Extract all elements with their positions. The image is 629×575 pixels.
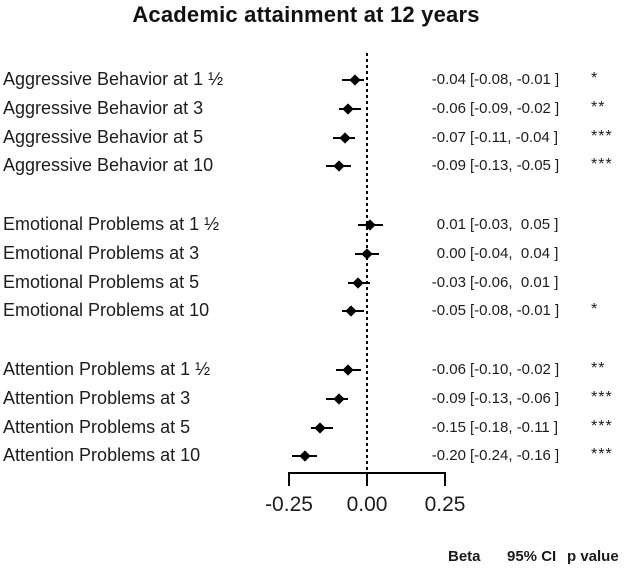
ci-value: [-0.08, -0.01 ]: [470, 71, 560, 88]
row-label: Attention Problems at 1 ½: [3, 359, 211, 379]
row-values: -0.06 [-0.09, -0.02 ] **: [420, 99, 629, 119]
point-estimate-diamond: [361, 248, 373, 260]
legend-beta-label: Beta: [448, 548, 481, 565]
ci-value: [-0.11, -0.04 ]: [470, 128, 559, 146]
x-axis-tick-label: 0.25: [424, 493, 466, 516]
significance-stars: **: [591, 98, 606, 116]
point-estimate-diamond: [333, 160, 345, 173]
ci-value: [-0.24, -0.16 ]: [470, 447, 560, 465]
row-values: -0.07 [-0.11, -0.04 ] ***: [420, 128, 629, 148]
beta-value: -0.20: [431, 447, 466, 465]
legend-ci-label: 95% CI: [507, 548, 557, 565]
significance-stars: ***: [591, 388, 613, 406]
point-estimate-diamond: [342, 103, 354, 115]
row-label: Emotional Problems at 10: [3, 300, 210, 321]
significance-stars: *: [591, 301, 599, 319]
beta-value: -0.09: [431, 157, 466, 175]
point-estimate-diamond: [342, 364, 354, 376]
row-label: Emotional Problems at 5: [3, 271, 200, 292]
row-label: Aggressive Behavior at 1 ½: [3, 69, 224, 89]
beta-value: -0.15: [431, 418, 466, 436]
beta-value: -0.06: [431, 361, 466, 378]
row-values: -0.03 [-0.06, 0.01 ]: [420, 273, 629, 293]
point-estimate-diamond: [339, 131, 351, 144]
row-values: -0.20 [-0.24, -0.16 ] ***: [420, 446, 629, 466]
row-values: -0.15 [-0.18, -0.11 ] ***: [420, 418, 629, 438]
significance-stars: *: [591, 70, 599, 87]
x-axis-tick-label: 0.00: [346, 493, 388, 516]
row-values: -0.06 [-0.10, -0.02 ] **: [420, 360, 629, 380]
ci-value: [-0.13, -0.06 ]: [470, 389, 560, 407]
x-axis-tick: [444, 472, 446, 486]
row-values: -0.04 [-0.08, -0.01 ] *: [420, 70, 629, 90]
point-estimate-diamond: [333, 393, 345, 405]
x-axis-tick: [288, 472, 290, 486]
row-label: Attention Problems at 10: [3, 445, 201, 466]
ci-value: [-0.04, 0.04 ]: [470, 244, 559, 262]
chart-title: Academic attainment at 12 years: [132, 2, 480, 27]
significance-stars: **: [591, 360, 606, 377]
row-label: Aggressive Behavior at 3: [3, 97, 204, 118]
row-values: 0.00 [-0.04, 0.04 ]: [420, 244, 629, 264]
row-label: Attention Problems at 3: [3, 387, 191, 408]
x-axis-tick: [366, 472, 368, 486]
ci-value: [-0.09, -0.02 ]: [470, 99, 560, 117]
row-label: Emotional Problems at 1 ½: [3, 214, 220, 234]
row-label: Emotional Problems at 3: [3, 242, 200, 263]
point-estimate-diamond: [314, 421, 326, 434]
ci-value: [-0.13, -0.05 ]: [470, 157, 560, 175]
ci-value: [-0.10, -0.02 ]: [470, 361, 560, 378]
point-estimate-diamond: [345, 305, 358, 318]
beta-value: -0.07: [431, 128, 466, 146]
beta-value: -0.05: [431, 302, 466, 320]
row-label: Aggressive Behavior at 5: [3, 126, 204, 147]
x-axis-tick-label: -0.25: [265, 493, 313, 516]
beta-value: -0.04: [431, 71, 466, 88]
ci-value: [-0.06, 0.01 ]: [470, 273, 559, 291]
row-values: 0.01 [-0.03, 0.05 ]: [420, 215, 629, 235]
point-estimate-diamond: [298, 450, 311, 463]
zero-reference-line: [366, 53, 368, 473]
row-values: -0.09 [-0.13, -0.05 ] ***: [420, 156, 629, 176]
row-values: -0.05 [-0.08, -0.01 ] *: [420, 301, 629, 321]
ci-value: [-0.08, -0.01 ]: [470, 302, 560, 320]
significance-stars: ***: [591, 446, 613, 464]
significance-stars: ***: [591, 127, 613, 145]
beta-value: -0.03: [431, 273, 466, 291]
beta-value: -0.09: [431, 389, 466, 407]
beta-value: -0.06: [431, 99, 466, 117]
point-estimate-diamond: [348, 74, 361, 86]
ci-value: [-0.03, 0.05 ]: [470, 216, 559, 233]
row-label: Attention Problems at 5: [3, 416, 191, 437]
legend-pvalue-label: p value: [567, 548, 619, 565]
ci-value: [-0.18, -0.11 ]: [470, 418, 559, 436]
significance-stars: ***: [591, 417, 613, 435]
beta-value: 0.01: [436, 216, 466, 233]
beta-value: 0.00: [436, 244, 466, 262]
significance-stars: ***: [591, 156, 613, 174]
row-values: -0.09 [-0.13, -0.06 ] ***: [420, 389, 629, 409]
point-estimate-diamond: [351, 276, 364, 289]
row-label: Aggressive Behavior at 10: [3, 155, 214, 176]
